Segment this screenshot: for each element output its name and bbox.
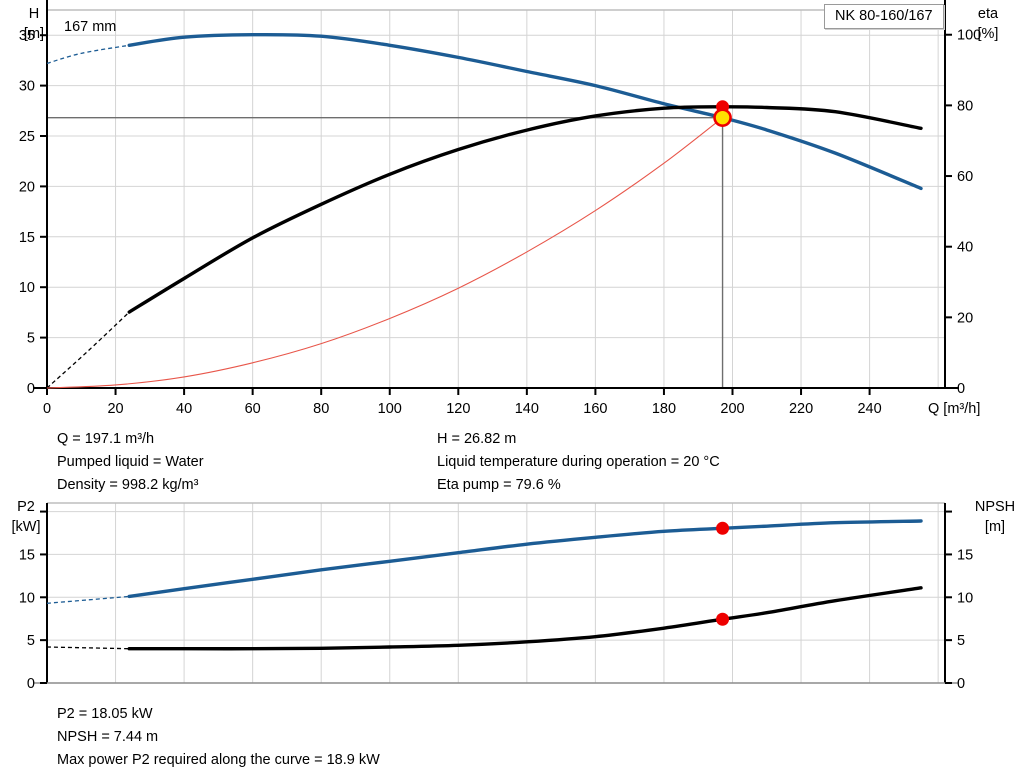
y-tick-label-right: 60 <box>957 169 973 185</box>
curve-head-curve-h-167-mm-impeller <box>127 32 923 191</box>
duty-info-left-line-3: Density = 998.2 kg/m³ <box>57 477 199 493</box>
y-axis-left-ticks: 0 5 10 15 <box>19 510 47 692</box>
x-tick-label: 240 <box>857 401 881 417</box>
x-tick-label: 100 <box>378 401 402 417</box>
y-tick-label-right: 0 <box>957 381 965 397</box>
power-info-line-1: P2 = 18.05 kW <box>57 706 153 722</box>
curves <box>46 519 923 651</box>
grid-lines <box>47 502 945 683</box>
y-axis-right-title: NPSH <box>975 499 1015 515</box>
curve-power-p2-extrapolation <box>46 595 130 604</box>
x-tick-label: 180 <box>652 401 676 417</box>
x-tick-label: 40 <box>176 401 192 417</box>
x-tick-label: 0 <box>43 401 51 417</box>
y-tick-label-left: 25 <box>19 129 35 145</box>
y-tick-label-left: 5 <box>27 633 35 649</box>
duty-markers <box>716 521 730 626</box>
y-axis-left-title: P2 <box>17 499 35 515</box>
y-axis-right-ticks: 0 5 10 15 <box>945 510 973 692</box>
y-tick-label-right: 5 <box>957 633 965 649</box>
y-tick-label-right: 80 <box>957 98 973 114</box>
x-tick-label: 220 <box>789 401 813 417</box>
y-tick-label-left: 10 <box>19 280 35 296</box>
y-tick-label-left: 0 <box>27 676 35 692</box>
y-tick-label-left: 0 <box>27 381 35 397</box>
axes <box>33 503 959 684</box>
y-tick-label-right: 0 <box>957 676 965 692</box>
y-axis-left-title: H <box>29 6 39 22</box>
y-tick-label-right: 100 <box>957 28 981 44</box>
x-tick-label: 200 <box>720 401 744 417</box>
curve-head-curve-extrapolation <box>46 44 130 65</box>
y-axis-left-ticks: 0 5 10 15 20 25 30 35 <box>19 28 47 397</box>
axis-titles: P2 [kW] NPSH [m] <box>12 499 1016 535</box>
npsh-duty-marker[interactable] <box>716 612 730 626</box>
y-tick-label-left: 5 <box>27 331 35 347</box>
grid-lines <box>47 9 945 388</box>
y-tick-label-right: 10 <box>957 590 973 606</box>
y-tick-label-left: 20 <box>19 179 35 195</box>
duty-info-right-line-3: Eta pump = 79.6 % <box>437 477 561 493</box>
duty-guide-lines <box>47 116 724 388</box>
impeller-diameter-annotation: 167 mm <box>64 19 116 35</box>
x-tick-label: 60 <box>245 401 261 417</box>
power-info-line-3: Max power P2 required along the curve = … <box>57 752 380 768</box>
y-tick-label-left: 15 <box>19 230 35 246</box>
duty-info-right-line-1: H = 26.82 m <box>437 431 517 447</box>
y-tick-label-right: 20 <box>957 310 973 326</box>
power-duty-marker[interactable] <box>716 521 730 535</box>
y-axis-right-ticks: 0 20 40 60 80 100 <box>945 28 981 397</box>
x-tick-label: 120 <box>446 401 470 417</box>
power-info-line-2: NPSH = 7.44 m <box>57 729 159 745</box>
curves <box>46 32 923 389</box>
duty-info-left-line-1: Q = 197.1 m³/h <box>57 431 155 447</box>
curve-power-system-curve-thin-red <box>46 117 723 389</box>
pump-model-label: NK 80-160/167 <box>835 8 933 24</box>
y-tick-label-right: 40 <box>957 240 973 256</box>
curve-npsh <box>127 586 923 651</box>
axis-titles: H [m] eta [%] Q [m³/h] <box>24 6 999 417</box>
duty-info-right-line-2: Liquid temperature during operation = 20… <box>437 454 720 470</box>
x-tick-label: 20 <box>107 401 123 417</box>
duty-info-left-line-2: Pumped liquid = Water <box>57 454 204 470</box>
pump-model-badge: NK 80-160/167 <box>824 4 944 29</box>
x-axis-title: Q [m³/h] <box>928 401 980 417</box>
head-duty-marker[interactable] <box>713 108 732 127</box>
curve-power-p2 <box>127 519 923 599</box>
x-tick-label: 140 <box>515 401 539 417</box>
y-axis-right-unit: [m] <box>985 519 1005 535</box>
x-axis-ticks: 0 20 40 60 80 100 120 140 160 180 200 220 240 <box>43 388 882 417</box>
curve-npsh-extrapolation <box>46 646 130 650</box>
x-tick-label: 80 <box>313 401 329 417</box>
y-tick-label-right: 15 <box>957 547 973 563</box>
y-axis-left-unit: [kW] <box>12 519 41 535</box>
y-axis-right-unit: [%] <box>978 26 999 42</box>
y-tick-label-left: 35 <box>19 28 35 44</box>
y-axis-right-title: eta <box>978 6 999 22</box>
y-tick-label-left: 30 <box>19 79 35 95</box>
y-tick-label-left: 15 <box>19 547 35 563</box>
duty-markers <box>713 100 732 127</box>
x-tick-label: 160 <box>583 401 607 417</box>
y-axis-left-unit: [m] <box>24 26 44 42</box>
curve-efficiency-extrapolation <box>46 311 130 389</box>
y-tick-label-left: 10 <box>19 590 35 606</box>
curve-efficiency-eta <box>127 105 923 314</box>
power-npsh-chart: 0 5 10 15 0 5 10 15 P2 [kW] NPSH [m] <box>12 499 1016 692</box>
axes <box>33 0 959 389</box>
head-efficiency-chart: 0 5 10 15 20 25 30 35 0 20 40 60 80 100 0 20 40 60 80 100 12… <box>19 0 999 417</box>
